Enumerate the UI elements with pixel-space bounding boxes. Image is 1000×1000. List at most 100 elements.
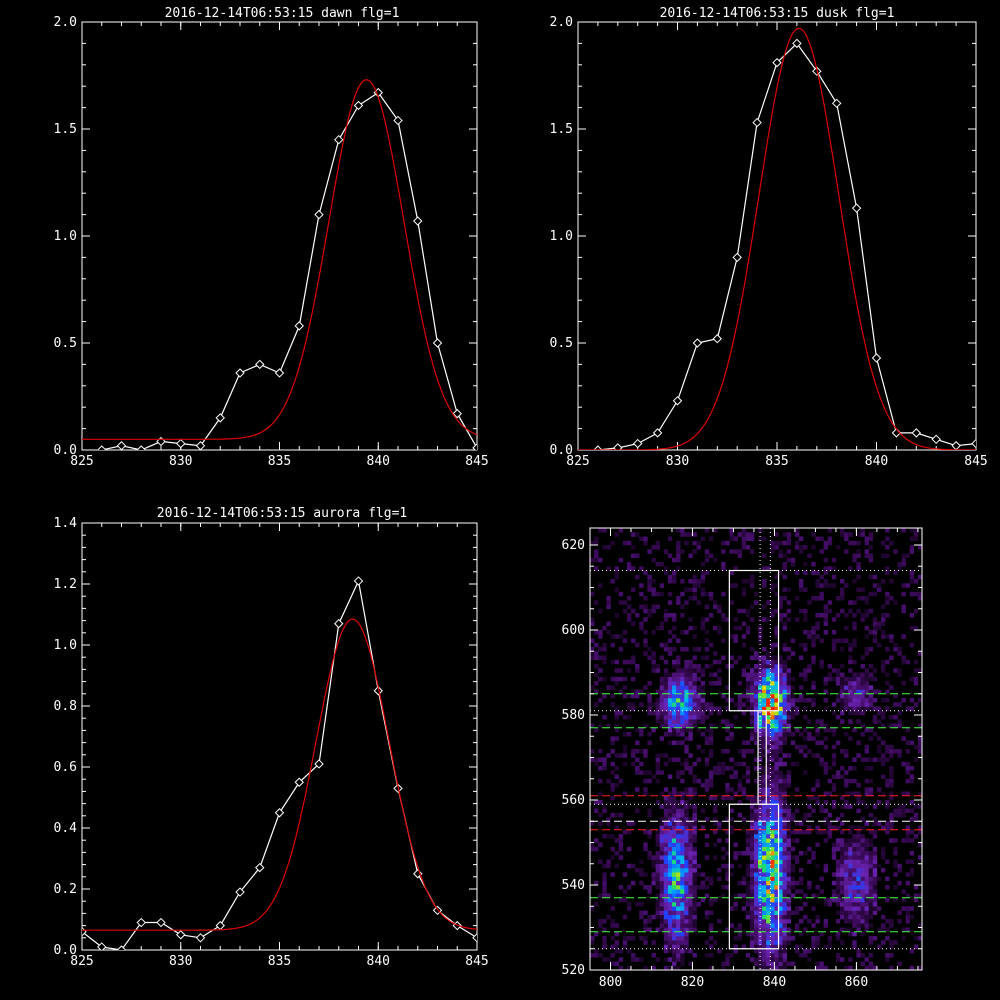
heatmap-cell [659,715,665,720]
heatmap-cell [749,940,755,945]
heatmap-cell [868,855,874,860]
heatmap-cell [786,727,792,733]
heatmap-cell [762,910,767,915]
heatmap-cell [667,868,673,873]
heatmap-cell [864,681,869,686]
heatmap-cell [594,540,599,546]
heatmap-cell [663,838,669,843]
heatmap-cell [762,659,767,665]
heatmap-cell [606,685,611,690]
heatmap-cell [704,876,710,881]
heatmap-cell [676,676,681,682]
heatmap-cell [848,655,853,660]
heatmap-cell [745,685,751,690]
heatmap-cell [794,698,800,703]
heatmap-cell [848,778,853,784]
heatmap-cell [778,804,783,809]
heatmap-cell [610,846,615,852]
heatmap-cell [868,574,874,580]
heatmap-cell [803,706,808,711]
heatmap-cell [766,719,771,724]
heatmap-cell [881,846,886,852]
heatmap-cell [860,846,865,852]
heatmap-cell [774,583,779,588]
data-point-marker [353,576,364,586]
heatmap-cell [889,723,894,728]
heatmap-cell [864,757,869,762]
heatmap-cell [876,927,882,932]
heatmap-cell [647,693,652,699]
heatmap-cell [754,846,759,852]
heatmap-cell [913,944,919,949]
heatmap-cell [721,893,726,898]
heatmap-cell [774,961,779,966]
heatmap-cell [782,596,787,601]
heatmap-cell [860,914,865,920]
heatmap-cell [676,808,681,813]
heatmap-cell [770,965,775,971]
heatmap-cell [860,664,865,669]
heatmap-cell [864,885,869,890]
heatmap-cell [876,757,882,762]
heatmap-cell [782,698,787,703]
heatmap-cell [688,770,693,775]
heatmap-cell [667,553,673,558]
heatmap-cell [749,579,755,584]
heatmap-cell [762,668,767,673]
heatmap-cell [631,693,636,699]
heatmap-cell [815,753,820,758]
heatmap-cell [774,965,779,971]
heatmap-cell [680,838,685,843]
heatmap-cell [594,800,599,805]
heatmap-cell [840,812,845,818]
heatmap-cell [725,795,730,801]
heatmap-cell [639,727,644,733]
heatmap-cell [688,676,693,682]
heatmap-cell [655,761,660,767]
heatmap-cell [606,753,611,758]
heatmap-cell [819,876,824,881]
heatmap-cell [856,710,861,716]
heatmap-cell [741,774,747,779]
heatmap-cell [737,532,742,537]
heatmap-cell [864,965,869,971]
heatmap-cell [905,880,910,886]
heatmap-cell [860,855,865,860]
heatmap-cell [762,855,767,860]
heatmap-cell [602,940,607,945]
heatmap-cell [794,889,800,894]
heatmap-cell [782,953,787,958]
heatmap-cell [762,681,767,686]
heatmap-cell [778,838,783,843]
heatmap-cell [700,710,706,716]
heatmap-cell [766,783,771,788]
heatmap-cell [856,689,861,694]
heatmap-cell [659,719,665,724]
heatmap-cell [614,812,619,818]
heatmap-cell [684,863,689,869]
data-point-marker [195,933,206,943]
heatmap-cell [766,800,771,805]
heatmap-cell [766,863,771,869]
heatmap-cell [704,557,710,563]
heatmap-cell [803,647,808,652]
heatmap-cell [917,651,923,656]
heatmap-cell [905,766,910,771]
heatmap-cell [688,710,693,716]
heatmap-cell [872,868,878,873]
heatmap-cell [766,693,771,699]
heatmap-cell [778,855,783,860]
heatmap-cell [610,702,615,707]
heatmap-cell [704,893,710,898]
heatmap-cell [819,757,824,762]
heatmap-cell [860,863,865,869]
heatmap-cell [754,914,759,920]
heatmap-cell [737,783,742,788]
heatmap-cell [704,570,710,575]
heatmap-cell [909,774,915,779]
heatmap-cell [770,723,775,728]
heatmap-cell [667,855,673,860]
heatmap-cell [631,608,636,614]
heatmap-cell [655,885,660,890]
heatmap-cell [655,710,660,716]
